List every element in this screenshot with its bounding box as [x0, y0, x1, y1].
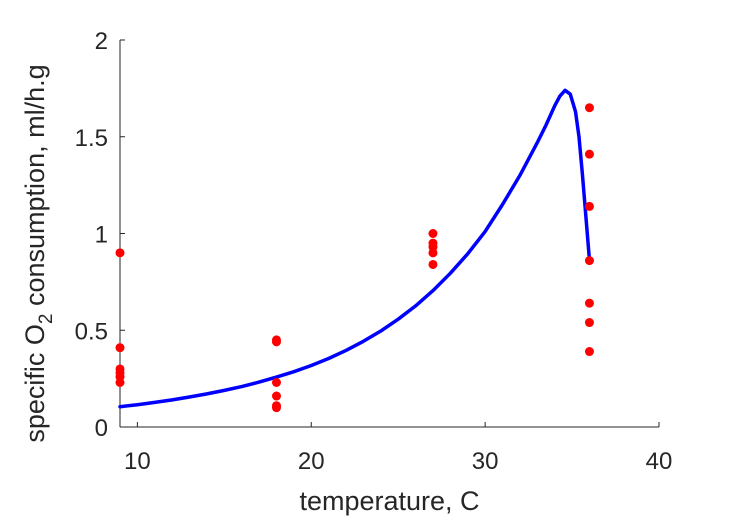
data-point	[115, 248, 125, 258]
data-point	[584, 103, 594, 113]
data-point	[584, 298, 594, 308]
y-axis-title-after: consumption, ml/h.g	[20, 64, 50, 313]
data-point	[584, 318, 594, 328]
y-tick-label: 1.5	[75, 125, 108, 152]
data-point	[584, 149, 594, 159]
x-tick-label: 30	[472, 448, 499, 475]
data-point	[271, 403, 281, 413]
data-point	[115, 343, 125, 353]
data-point	[428, 259, 438, 269]
data-point	[584, 256, 594, 266]
y-axis-title: specific O2 consumption, ml/h.g	[20, 64, 57, 442]
plot-series	[115, 88, 594, 413]
y-tick-label: 2	[95, 28, 108, 55]
y-tick-label: 0.5	[75, 318, 108, 345]
x-tick-label: 40	[646, 448, 673, 475]
x-tick-label: 20	[298, 448, 325, 475]
x-axis-title: temperature, C	[299, 486, 479, 516]
x-tick-label: 10	[124, 448, 151, 475]
y-tick-label: 1	[95, 222, 108, 249]
data-point	[271, 391, 281, 401]
data-point	[428, 248, 438, 258]
data-point	[271, 337, 281, 347]
model-curve	[118, 88, 592, 409]
y-tick-label: 0	[95, 415, 108, 442]
data-point	[428, 229, 438, 238]
data-point	[584, 347, 594, 357]
ticks: 10 20 30 40 0 0.5 1 1.5 2	[75, 28, 673, 475]
data-point	[584, 201, 594, 211]
data-point	[115, 377, 125, 387]
y-axis-title-subscript: 2	[36, 314, 57, 325]
data-point	[271, 377, 281, 387]
y-axis-title-before: specific O	[20, 324, 50, 443]
